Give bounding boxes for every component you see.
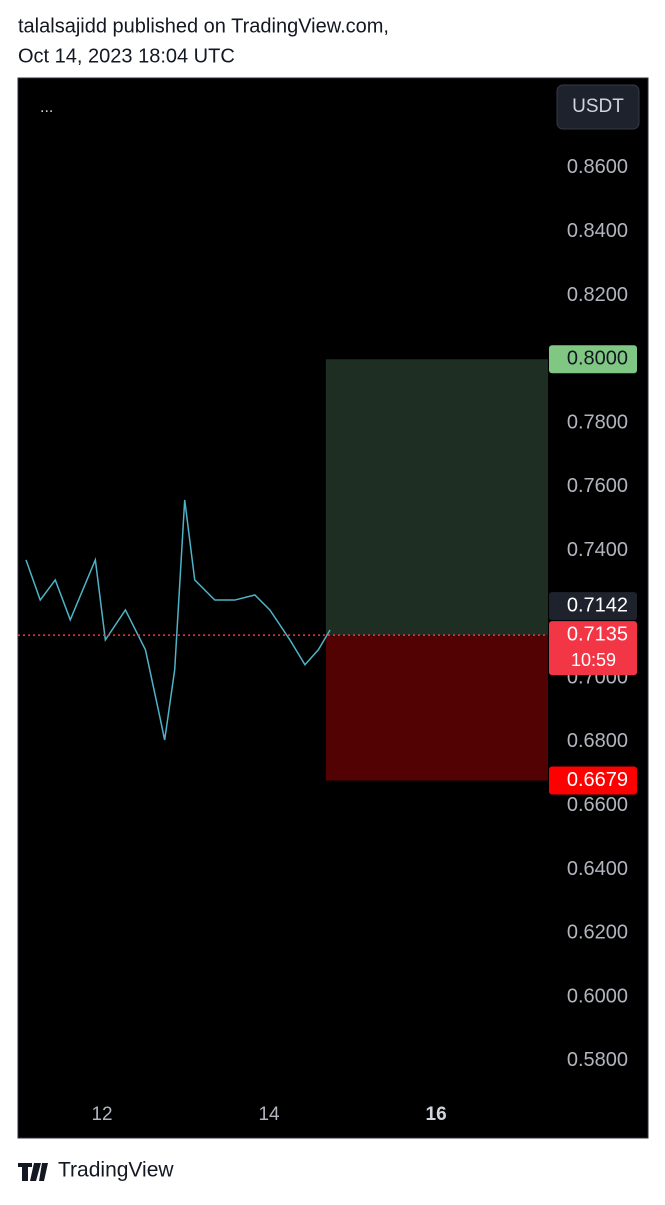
author-line: talalsajidd published on TradingView.com… [18,15,389,37]
price-marker-label: 0.7135 [567,623,628,645]
price-marker [549,345,637,374]
y-tick-label: 0.8400 [567,220,628,242]
y-tick-label: 0.6200 [567,922,628,944]
y-tick-label: 0.7800 [567,411,628,433]
y-tick-label: 0.6400 [567,858,628,880]
y-tick-label: 0.8200 [567,284,628,306]
currency-button[interactable] [556,84,640,130]
countdown: 10:59 [571,650,616,670]
logo [18,1163,48,1181]
y-tick-label: 0.7600 [567,475,628,497]
price-marker [549,592,637,621]
menu-dots[interactable]: ... [40,99,53,116]
price-line [25,499,331,741]
profit-zone [325,359,548,636]
price-marker-label: 0.7142 [567,594,628,616]
y-tick-label: 0.6000 [567,985,628,1007]
y-tick-label: 0.5800 [567,1049,628,1071]
price-marker-label: 0.6679 [567,769,628,791]
x-tick-label: 16 [426,1104,447,1125]
brand: TradingView [58,1159,174,1182]
y-tick-label: 0.6800 [567,730,628,752]
y-tick-label: 0.6600 [567,794,628,816]
price-marker [549,766,637,795]
y-tick-label: 0.8600 [567,156,628,178]
y-tick-label: 0.7400 [567,539,628,561]
price-marker-label: 0.8000 [567,348,628,370]
currency-label[interactable]: USDT [572,96,624,117]
loss-zone [325,635,548,781]
price-marker [549,621,637,676]
x-tick-label: 14 [258,1104,280,1125]
x-tick-label: 12 [91,1104,112,1125]
date-line: Oct 14, 2023 18:04 UTC [18,45,235,67]
